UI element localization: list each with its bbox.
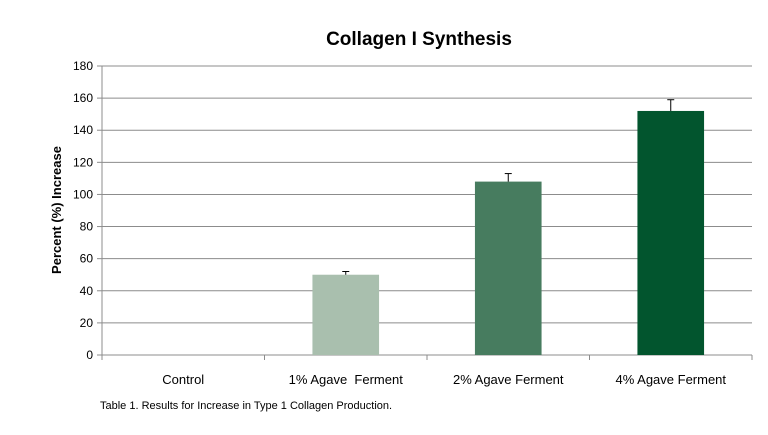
error-bar <box>667 99 675 111</box>
y-tick-label: 180 <box>73 59 93 73</box>
figure-caption: Table 1. Results for Increase in Type 1 … <box>100 400 393 412</box>
error-bar <box>504 173 512 182</box>
bar <box>474 181 542 355</box>
error-bar <box>342 271 350 275</box>
bar <box>637 110 705 355</box>
collagen-bar-chart: Collagen I Synthesis Percent (%) Increas… <box>49 29 753 387</box>
y-tick-label: 20 <box>80 316 94 330</box>
y-axis-ticks: 0 20 40 60 80 100 120 140 160 180 <box>73 59 93 362</box>
x-category-label: 4% Agave Ferment <box>615 372 726 387</box>
x-category-label: 2% Agave Ferment <box>453 372 564 387</box>
y-axis-label: Percent (%) Increase <box>49 146 64 274</box>
bar <box>312 274 380 355</box>
y-tick-label: 100 <box>73 187 93 201</box>
y-tick-label: 60 <box>80 252 94 266</box>
bars <box>312 110 705 355</box>
y-tick-label: 0 <box>86 348 93 362</box>
gridlines <box>102 65 752 324</box>
y-tick-label: 80 <box>80 220 94 234</box>
chart-title: Collagen I Synthesis <box>326 29 512 50</box>
x-category-label: 1% Agave Ferment <box>289 372 404 387</box>
error-bars <box>342 99 675 275</box>
y-tick-label: 120 <box>73 155 93 169</box>
x-category-label: Control <box>162 372 204 387</box>
y-tick-label: 140 <box>73 123 93 137</box>
y-tick-label: 40 <box>80 284 94 298</box>
y-tick-label: 160 <box>73 91 93 105</box>
category-labels: Control 1% Agave Ferment 2% Agave Ferment 4… <box>162 372 726 387</box>
